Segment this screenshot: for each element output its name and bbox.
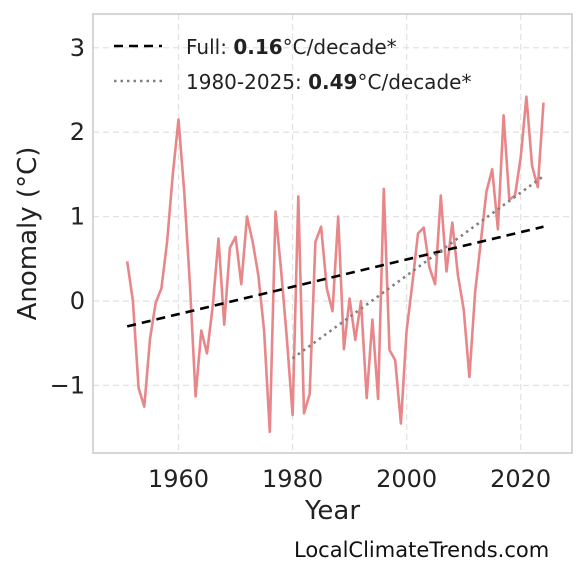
legend-unit-full: °C/decade* bbox=[283, 35, 397, 59]
x-tick-label: 1960 bbox=[148, 465, 209, 493]
legend-name-full: Full bbox=[186, 35, 220, 59]
plot-frame bbox=[92, 13, 573, 454]
legend-label-full: Full: 0.16°C/decade* bbox=[186, 35, 397, 59]
series-trend-1980-2025-line bbox=[291, 175, 545, 360]
site-credit: LocalClimateTrends.com bbox=[294, 538, 550, 562]
y-axis-label: Anomaly (°C) bbox=[13, 147, 43, 321]
series-anomaly-line bbox=[125, 95, 545, 434]
series-layer bbox=[125, 95, 545, 434]
x-tick-label: 2020 bbox=[490, 465, 551, 493]
x-axis-label: Year bbox=[304, 496, 360, 526]
y-tick-labels: −1 0 1 2 3 bbox=[50, 34, 85, 400]
x-tick-label: 2000 bbox=[376, 465, 437, 493]
series-trend-full-line bbox=[126, 225, 544, 328]
legend-rate-1980-2025: 0.49 bbox=[308, 70, 357, 94]
x-tick-label: 1980 bbox=[262, 465, 323, 493]
x-tick-labels: 1960 1980 2000 2020 bbox=[148, 465, 551, 493]
legend-name-1980-2025: 1980-2025 bbox=[186, 70, 295, 94]
legend-rate-full: 0.16 bbox=[233, 35, 282, 59]
legend: Full: 0.16°C/decade* 1980-2025: 0.49°C/d… bbox=[114, 35, 471, 94]
y-tick-label: −1 bbox=[50, 371, 85, 399]
legend-label-1980-2025: 1980-2025: 0.49°C/decade* bbox=[186, 70, 471, 94]
y-tick-label: 3 bbox=[70, 34, 85, 62]
y-tick-label: 0 bbox=[70, 287, 85, 315]
legend-unit-1980-2025: °C/decade* bbox=[357, 70, 471, 94]
y-tick-label: 2 bbox=[70, 118, 85, 146]
y-tick-label: 1 bbox=[70, 203, 85, 231]
